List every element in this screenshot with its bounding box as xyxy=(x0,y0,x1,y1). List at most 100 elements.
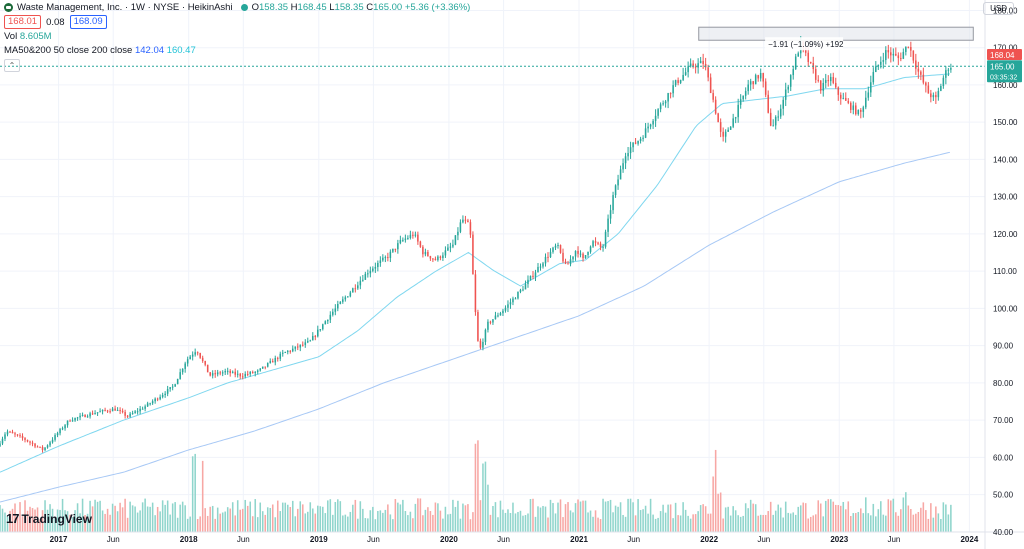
volume-bar xyxy=(9,510,11,532)
candle-body xyxy=(61,428,64,430)
candle-body xyxy=(589,246,592,252)
volume-bar xyxy=(359,501,362,532)
volume-bar xyxy=(807,518,810,532)
collapse-legend-button[interactable]: ⌃ xyxy=(4,59,20,72)
candle-body xyxy=(339,301,342,305)
candle-body xyxy=(762,73,764,82)
candle-body xyxy=(266,363,269,367)
candle-body xyxy=(599,243,602,248)
candle-body xyxy=(39,446,41,448)
candle-body xyxy=(877,64,880,67)
candle-body xyxy=(352,288,354,293)
candle-body xyxy=(902,51,905,59)
volume-bar xyxy=(144,498,146,532)
candle-body xyxy=(769,112,772,126)
currency-selector[interactable]: USD xyxy=(983,2,1014,15)
volume-bar xyxy=(642,509,644,532)
candle-body xyxy=(219,372,221,374)
volume-bar xyxy=(387,504,389,532)
volume-bar xyxy=(276,500,279,532)
candle-body xyxy=(855,105,857,115)
candle-body xyxy=(622,163,624,170)
y-tick-label: 40.00 xyxy=(993,528,1014,537)
volume-bar xyxy=(69,514,71,532)
candle-body xyxy=(231,371,234,374)
candle-body xyxy=(657,109,659,116)
volume-bar xyxy=(712,476,714,532)
candle-body xyxy=(935,95,937,98)
tradingview-wordmark: TradingView xyxy=(21,511,92,526)
volume-bar xyxy=(352,504,354,532)
volume-bar xyxy=(947,514,950,532)
candle-body xyxy=(327,319,329,322)
candle-body xyxy=(502,310,504,314)
ohlc-values: O158.35 H168.45 L158.35 C165.00 +5.36 (+… xyxy=(252,2,471,13)
volume-bar xyxy=(862,513,865,532)
volume-bar xyxy=(897,515,900,532)
volume-bar xyxy=(602,498,604,532)
volume-bar xyxy=(124,498,126,532)
x-tick-label: 2023 xyxy=(830,535,848,544)
candle-body xyxy=(41,447,44,451)
volume-bar xyxy=(146,506,149,532)
volume-bar xyxy=(194,453,196,532)
candle-body xyxy=(732,118,734,127)
y-tick-label: 150.00 xyxy=(993,118,1018,127)
tradingview-logo[interactable]: 17 TradingView xyxy=(6,511,92,526)
legend-main-row: Waste Management, Inc. · 1W · NYSE · Hei… xyxy=(4,0,470,14)
volume-bar xyxy=(885,515,887,532)
candle-body xyxy=(547,256,549,258)
volume-bar xyxy=(412,518,414,532)
volume-bar xyxy=(512,502,514,532)
candle-body xyxy=(206,364,209,373)
candle-body xyxy=(437,256,439,261)
candle-body xyxy=(817,79,820,81)
volume-bar xyxy=(794,514,797,532)
candle-body xyxy=(211,373,214,376)
volume-bar xyxy=(757,515,759,532)
candle-body xyxy=(347,296,349,298)
candle-body xyxy=(764,81,767,95)
candle-body xyxy=(457,231,459,236)
candle-body xyxy=(179,372,181,379)
volume-bar xyxy=(892,498,895,532)
ma200-value: 160.47 xyxy=(166,45,196,56)
candle-body xyxy=(834,82,837,88)
candle-body xyxy=(759,73,762,79)
candle-body xyxy=(16,434,19,436)
symbol-title[interactable]: Waste Management, Inc. · 1W · NYSE · Hei… xyxy=(17,1,233,13)
volume-bar xyxy=(777,504,779,532)
volume-legend[interactable]: Vol 8.605M xyxy=(4,31,52,42)
volume-bar xyxy=(219,513,221,532)
volume-bar xyxy=(159,511,161,532)
y-tick-label: 110.00 xyxy=(993,267,1017,276)
candle-body xyxy=(452,244,454,247)
volume-bar xyxy=(905,492,907,532)
volume-bar xyxy=(269,507,272,532)
volume-bar xyxy=(256,517,259,532)
volume-bar xyxy=(139,510,141,532)
volume-bar xyxy=(774,510,777,532)
volume-bar xyxy=(246,505,249,532)
candle-body xyxy=(462,219,464,223)
volume-bar xyxy=(104,513,106,532)
candle-body xyxy=(307,341,309,343)
candle-body xyxy=(900,58,902,60)
y-tick-label: 100.00 xyxy=(993,304,1018,313)
buy-button[interactable]: 168.09 xyxy=(69,15,107,29)
volume-bar xyxy=(634,515,637,532)
volume-bar xyxy=(782,517,784,532)
sell-button[interactable]: 168.01 xyxy=(4,15,42,29)
countdown-label: 03:35:32 xyxy=(990,74,1017,81)
candle-body xyxy=(627,153,629,157)
candle-body xyxy=(712,93,714,100)
volume-bar xyxy=(1,508,4,532)
ma-legend[interactable]: MA50&200 50 close 200 close 142.04 160.4… xyxy=(4,45,196,56)
volume-bar xyxy=(59,509,61,532)
candle-body xyxy=(44,447,46,451)
candle-body xyxy=(229,370,231,374)
candle-body xyxy=(554,245,557,248)
candle-body xyxy=(932,95,935,98)
volume-bar xyxy=(877,509,880,532)
